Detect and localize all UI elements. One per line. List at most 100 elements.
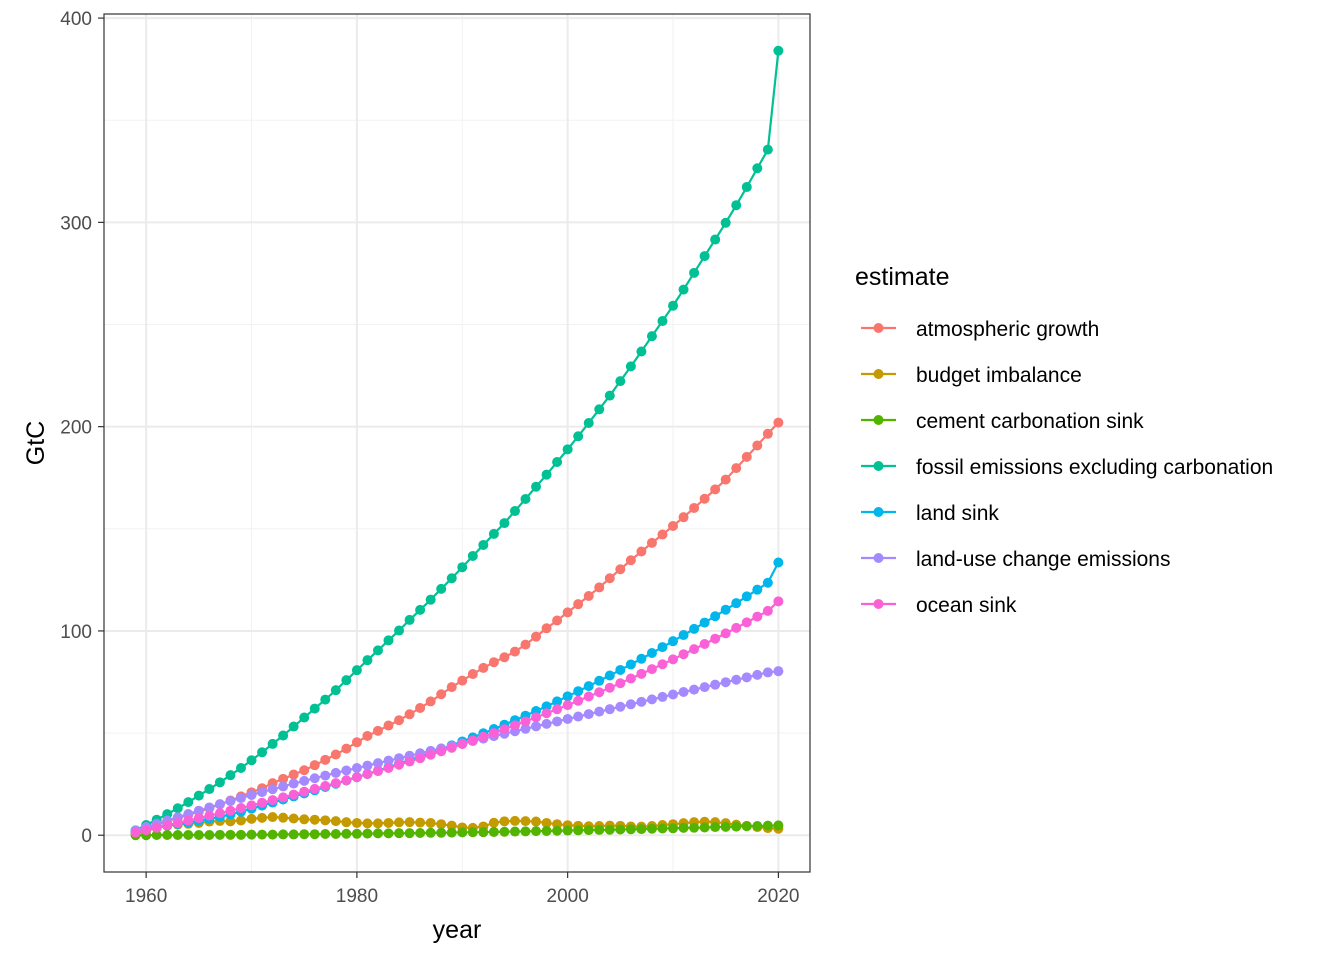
data-point — [552, 716, 563, 727]
legend: estimate atmospheric growth budget imbala… — [855, 263, 1273, 617]
data-point — [562, 700, 573, 711]
data-point — [541, 817, 552, 828]
data-point — [362, 818, 373, 829]
data-point — [594, 824, 605, 835]
data-point — [278, 792, 289, 803]
series-cement-carbonation-sink — [130, 820, 784, 841]
data-point — [699, 493, 710, 504]
data-point — [762, 428, 773, 439]
data-point — [689, 623, 700, 634]
data-point — [488, 728, 499, 739]
data-point — [225, 829, 236, 840]
data-point — [615, 564, 626, 575]
data-point — [362, 655, 373, 666]
data-point — [583, 825, 594, 836]
data-point — [162, 820, 173, 831]
data-point — [625, 824, 636, 835]
legend-item: atmospheric growth — [861, 318, 1099, 341]
legend-title: estimate — [855, 263, 949, 291]
legend-item: land sink — [861, 502, 999, 525]
data-point — [151, 822, 162, 833]
y-tick-label: 100 — [60, 622, 92, 643]
panel-border — [103, 13, 811, 873]
grid-major — [104, 14, 810, 872]
data-point — [615, 824, 626, 835]
data-point — [668, 654, 679, 665]
data-point — [383, 635, 394, 646]
data-point — [288, 778, 299, 789]
data-point — [436, 583, 447, 594]
legend-key-point — [873, 507, 884, 517]
legend-item: land-use change emissions — [861, 548, 1170, 571]
data-point — [288, 721, 299, 732]
data-point — [341, 765, 352, 776]
legend-label: land sink — [916, 502, 999, 525]
data-point — [573, 711, 584, 722]
data-point — [615, 376, 626, 387]
legend-item: ocean sink — [861, 594, 1017, 617]
data-point — [583, 417, 594, 428]
data-point — [246, 800, 257, 811]
data-point — [394, 625, 405, 636]
y-tick-label: 400 — [60, 9, 92, 30]
legend-key-point — [873, 415, 884, 425]
data-point — [436, 819, 447, 830]
data-point — [689, 502, 700, 513]
data-point — [689, 684, 700, 695]
data-point — [362, 730, 373, 741]
data-point — [457, 562, 468, 573]
data-point — [773, 45, 784, 56]
legend-label: budget imbalance — [916, 364, 1082, 387]
data-point — [267, 784, 278, 795]
data-point — [415, 817, 426, 828]
data-point — [773, 666, 784, 677]
data-point — [773, 820, 784, 831]
data-point — [520, 826, 531, 837]
data-point — [604, 390, 615, 401]
data-point — [509, 646, 520, 657]
data-point — [288, 813, 299, 824]
y-tick-label: 0 — [81, 826, 92, 847]
data-point — [636, 653, 647, 664]
data-point — [773, 417, 784, 428]
data-point — [246, 829, 257, 840]
legend-key-point — [873, 553, 884, 563]
data-point — [204, 830, 215, 841]
data-point — [773, 596, 784, 607]
data-point — [267, 829, 278, 840]
data-point — [351, 817, 362, 828]
data-point — [531, 816, 542, 827]
data-point — [741, 451, 752, 462]
data-point — [299, 775, 310, 786]
data-point — [351, 828, 362, 839]
data-point — [246, 755, 257, 766]
data-point — [731, 598, 742, 609]
data-point — [699, 617, 710, 628]
legend-label: land-use change emissions — [916, 548, 1170, 571]
data-point — [541, 623, 552, 634]
data-point — [309, 703, 320, 714]
data-point — [330, 685, 341, 696]
data-point — [562, 691, 573, 702]
data-point — [478, 731, 489, 742]
data-point — [267, 795, 278, 806]
data-point — [246, 789, 257, 800]
data-point — [636, 696, 647, 707]
data-point — [689, 267, 700, 278]
data-point — [436, 746, 447, 757]
data-point — [415, 604, 426, 615]
data-point — [573, 599, 584, 610]
plot-panel — [103, 13, 811, 873]
data-point — [204, 802, 215, 813]
legend-item: fossil emissions excluding carbonation — [861, 456, 1273, 479]
data-point — [625, 555, 636, 566]
data-point — [731, 674, 742, 685]
data-point — [678, 649, 689, 660]
data-point — [573, 695, 584, 706]
data-point — [762, 605, 773, 616]
data-point — [467, 550, 478, 561]
data-point — [425, 749, 436, 760]
data-point — [425, 594, 436, 605]
data-point — [162, 830, 173, 841]
data-point — [193, 805, 204, 816]
